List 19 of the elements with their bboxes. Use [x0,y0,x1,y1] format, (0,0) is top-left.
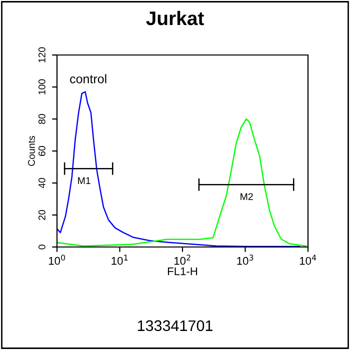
annotation: control [70,74,106,84]
x-tick-label: 10$^{1}$ [112,254,128,265]
x-axis-title: FL1-H [168,267,198,276]
y-tick-label: 20 [38,210,46,220]
y-tick-label: 120 [38,47,46,62]
y-axis-title: Counts [28,136,35,166]
annotation: M1 [78,177,90,184]
y-tick-label: 40 [38,178,46,188]
y-tick-label: 80 [38,114,46,124]
y-tick-label: 100 [38,79,46,94]
chart-title: Jurkat [146,10,204,26]
x-tick-label: 10$^{0}$ [48,254,66,265]
x-tick-label: 10$^{3}$ [237,254,254,265]
annotation: M2 [240,193,253,200]
text: 133341701 [138,320,212,332]
y-tick-label: 0 [38,244,46,250]
x-tick-label: 10$^{2}$ [174,254,190,265]
y-tick-label: 60 [38,146,46,156]
x-tick-label: 10$^{4}$ [300,254,316,265]
